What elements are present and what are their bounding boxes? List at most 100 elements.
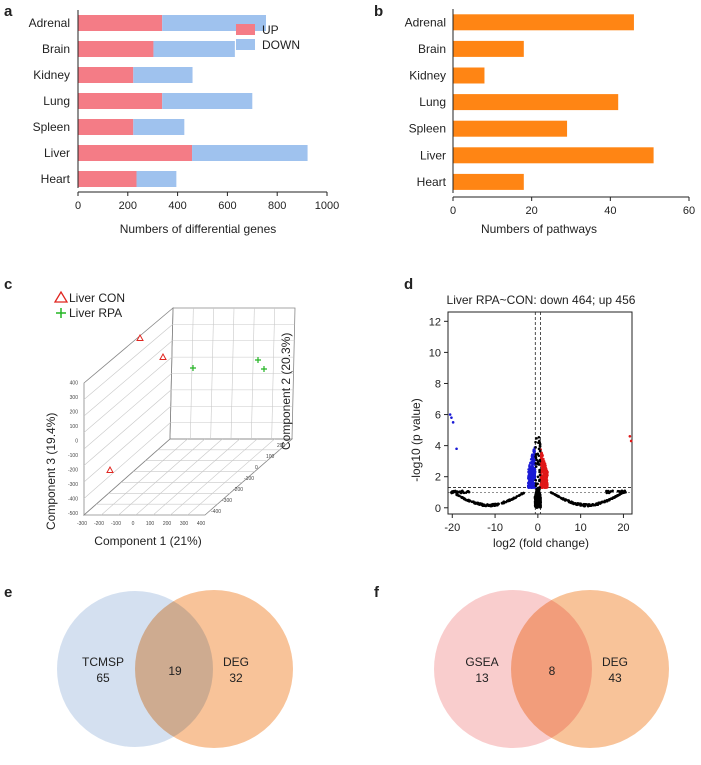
point-ns	[553, 493, 557, 496]
point-ns	[506, 499, 510, 502]
point-ns	[614, 495, 617, 498]
point-ns	[538, 444, 542, 448]
legend-up-swatch	[236, 24, 255, 35]
point-ns	[538, 473, 542, 477]
point-up	[540, 463, 543, 467]
y-tick-label: 6	[435, 410, 441, 422]
point-ns	[538, 495, 541, 498]
wall-grid	[83, 389, 172, 466]
point-ns	[536, 493, 539, 497]
point-ns	[604, 499, 608, 503]
point-down	[529, 457, 533, 461]
category-label: Heart	[417, 175, 447, 189]
point-up	[540, 456, 543, 459]
floor-grid	[170, 438, 258, 516]
point-up	[543, 464, 546, 468]
point-ns	[623, 489, 627, 493]
point-ns	[533, 501, 537, 505]
point-ns	[538, 468, 541, 472]
point-ns	[616, 489, 620, 493]
bar-down-spleen	[133, 119, 185, 135]
z-tick-label: 400	[70, 381, 79, 387]
x-tick-label: -20	[444, 522, 460, 534]
point-ns	[462, 497, 466, 500]
venn-e-deg-name: DEG	[223, 655, 249, 669]
legend-con-label: Liver CON	[69, 291, 125, 305]
venn-e-tcmsp-name: TCMSP	[82, 655, 124, 669]
point-down	[528, 474, 531, 478]
floor-grid	[152, 438, 240, 516]
panel-e-letter: e	[4, 584, 12, 601]
category-label: Spleen	[409, 122, 446, 136]
bar-adrenal	[453, 14, 634, 31]
point-up	[545, 469, 548, 473]
point-ns	[534, 484, 538, 488]
point-up-outlier	[629, 439, 633, 443]
category-label: Adrenal	[29, 16, 70, 30]
point-up	[545, 476, 549, 480]
y-tick-label: 0	[435, 503, 441, 515]
y-tick-label: -400	[211, 509, 221, 515]
panel-c-ylabel: Component 2 (20.3%)	[279, 333, 293, 450]
point-ns	[480, 502, 484, 506]
point-down	[527, 470, 530, 474]
bar-up-kidney	[78, 67, 134, 83]
wall-grid	[230, 307, 235, 440]
point-down-outlier	[450, 416, 453, 419]
bar-heart	[453, 173, 524, 190]
panel-d-chart: d Liver RPA~CON: down 464; up 456 -20 -10…	[404, 276, 636, 550]
y-tick-label: -100	[244, 476, 254, 482]
point-ns	[471, 500, 474, 504]
plot-frame	[447, 311, 633, 515]
x-tick-label: 0	[535, 522, 541, 534]
z-tick-label: -500	[68, 511, 78, 517]
wall-grid	[251, 307, 255, 440]
point-up	[541, 461, 545, 465]
bar-spleen	[453, 120, 568, 137]
bar-up-heart	[78, 171, 137, 187]
wall-grid	[210, 307, 214, 440]
legend-con-marker	[53, 290, 69, 303]
panel-b-chart: b Adrenal Brain Kidney Lung Spleen Liver Heart…	[374, 3, 695, 236]
point-up	[542, 485, 545, 488]
point-up	[544, 479, 548, 483]
x-tick-label: -300	[77, 521, 87, 527]
point-ns	[489, 504, 492, 508]
point-ns	[536, 504, 539, 507]
point-ns	[537, 463, 541, 466]
point-ns	[535, 499, 539, 503]
point-ns	[491, 502, 495, 506]
point-ns	[534, 453, 538, 456]
category-label: Adrenal	[405, 15, 446, 29]
point-ns	[620, 490, 624, 494]
point-up	[542, 481, 546, 485]
point-down	[533, 475, 536, 478]
point-ns	[533, 495, 537, 498]
point-ns	[458, 494, 461, 498]
category-label: Liver	[420, 148, 446, 162]
point-ns	[520, 492, 524, 495]
point-ns	[534, 478, 538, 482]
panel-b-xlabel: Numbers of pathways	[481, 222, 597, 236]
panel-a-xlabel: Numbers of differential genes	[120, 222, 277, 236]
point-ns	[493, 504, 497, 508]
legend-rpa-marker	[56, 308, 66, 318]
y-tick-label: -300	[222, 498, 232, 504]
wall-grid	[83, 340, 173, 417]
venn-f-intersection: 8	[549, 664, 556, 678]
legend-down-label: DOWN	[262, 38, 300, 52]
point-ns	[535, 437, 538, 440]
category-label: Lung	[43, 94, 70, 108]
x-tick-label: 100	[146, 521, 155, 527]
point-down	[529, 480, 533, 483]
point-down	[528, 464, 531, 467]
panel-c-xlabel: Component 1 (21%)	[94, 534, 201, 548]
x-tick-label: 300	[180, 521, 189, 527]
point-ns	[609, 497, 613, 501]
point-ns	[504, 500, 508, 504]
z-tick-label: 300	[70, 395, 79, 401]
category-label: Heart	[41, 172, 71, 186]
z-tick-label: -100	[68, 453, 78, 459]
point-down	[531, 462, 534, 466]
point-ns	[538, 470, 541, 474]
